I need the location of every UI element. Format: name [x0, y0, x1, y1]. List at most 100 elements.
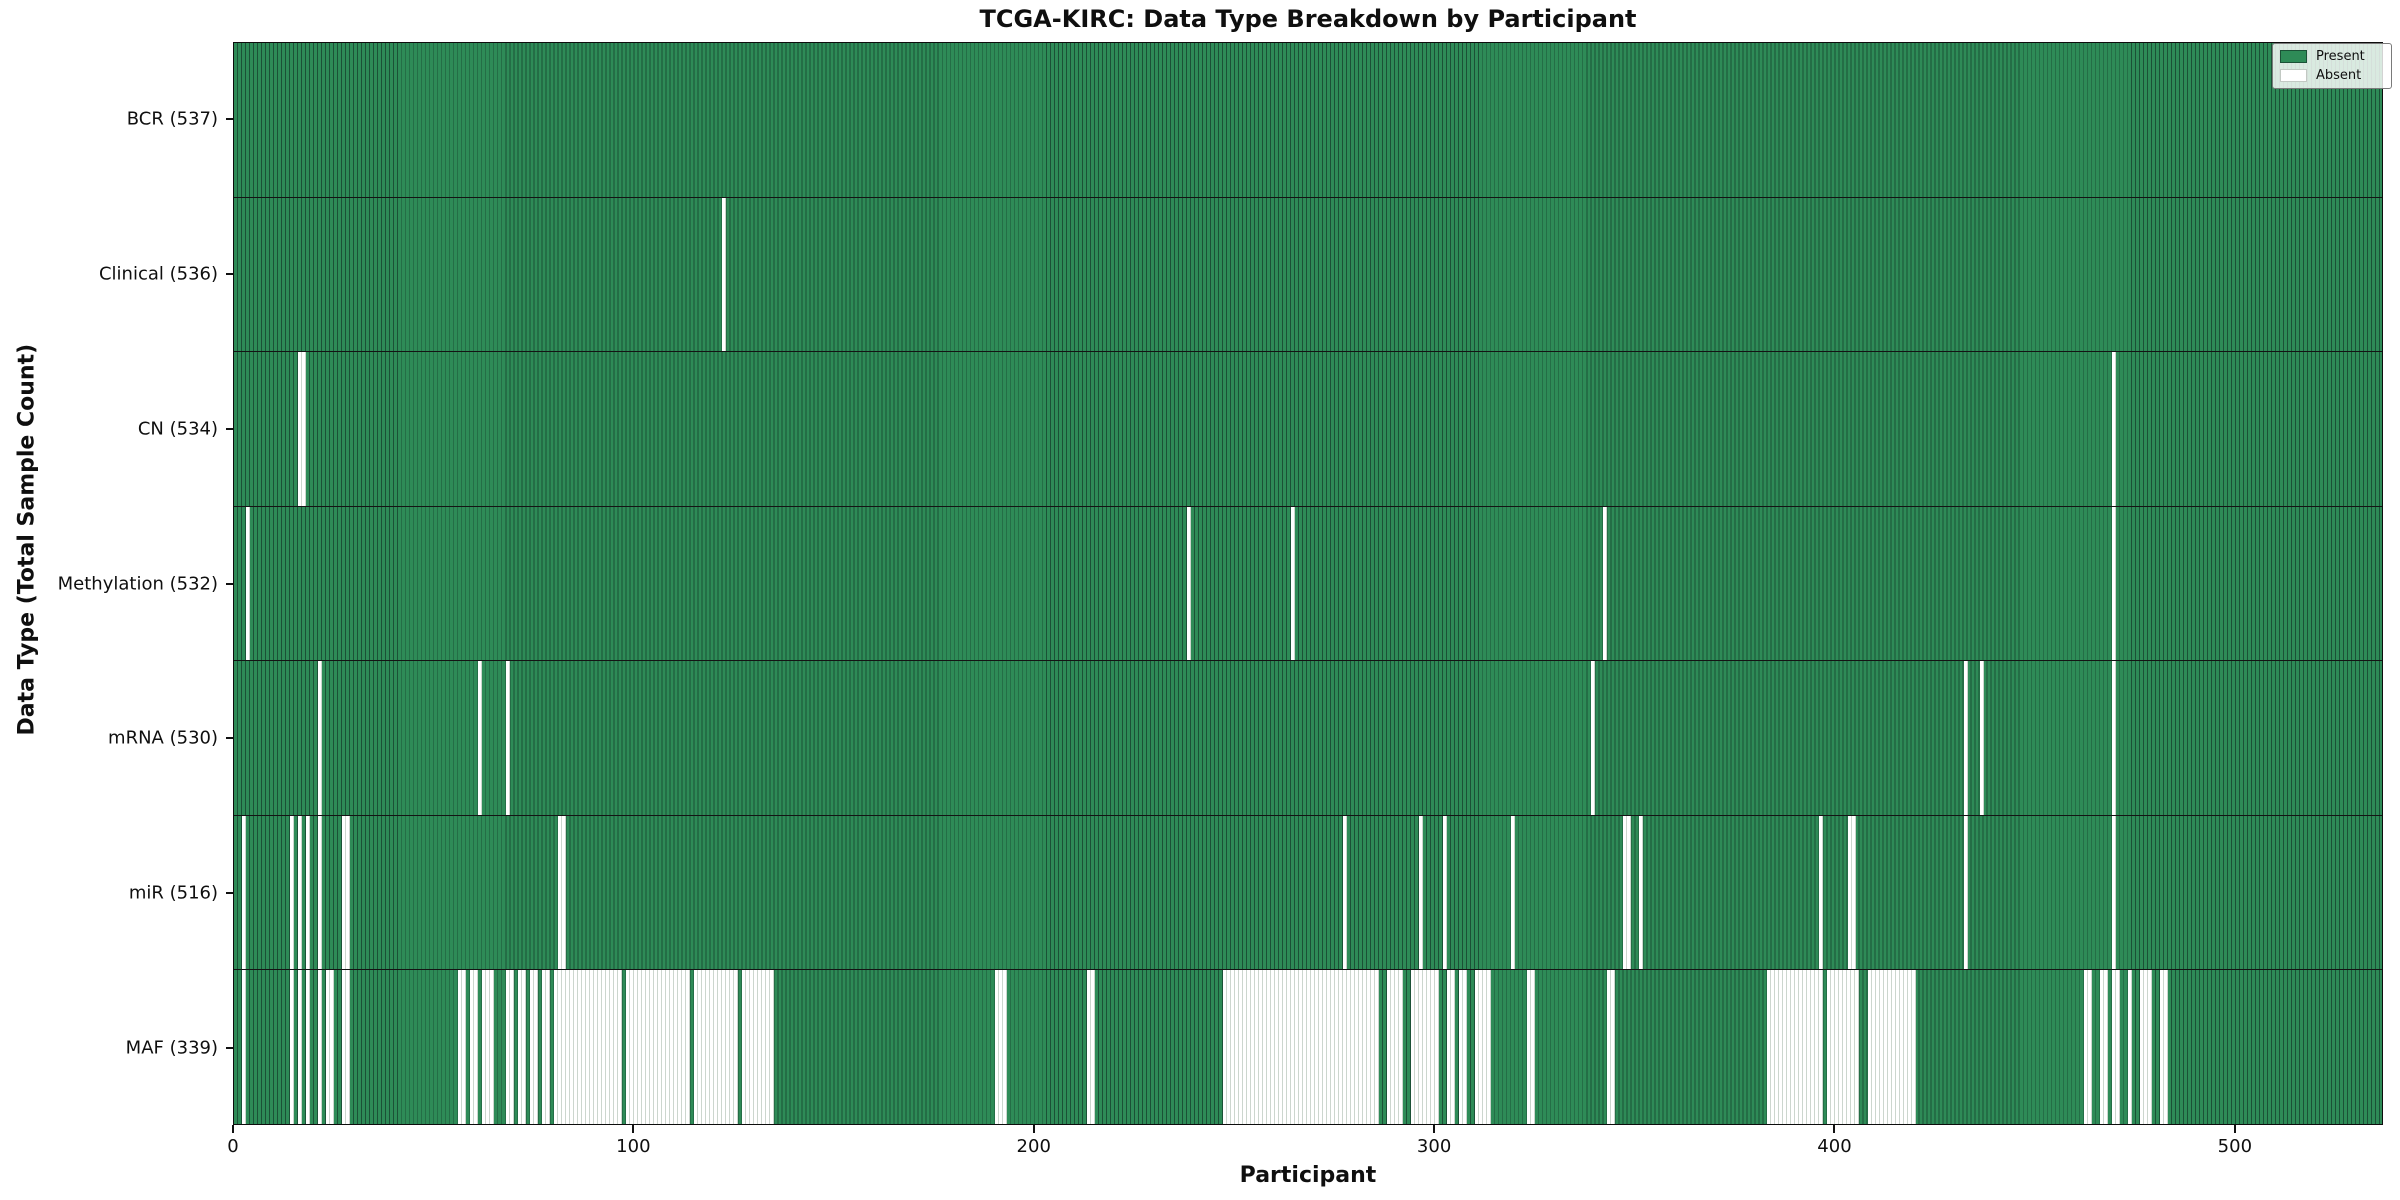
y-axis-label-wrap: Data Type (Total Sample Count): [14, 0, 44, 1200]
y-tick-mark: [226, 1046, 233, 1049]
legend-item-present: Present: [2280, 49, 2384, 64]
absent-stripe: [1847, 815, 1856, 970]
absent-stripe: [246, 506, 250, 661]
absent-stripe: [530, 970, 539, 1125]
x-tick-label-100: 100: [616, 1136, 651, 1157]
absent-stripe: [2111, 815, 2116, 970]
row-mir: [234, 815, 2382, 971]
y-tick-mark: [226, 891, 233, 894]
x-tick-mark: [1833, 1125, 1836, 1133]
absent-stripe: [742, 970, 775, 1125]
absent-stripe: [2111, 970, 2120, 1125]
absent-stripe: [482, 970, 495, 1125]
chart-title: TCGA-KIRC: Data Type Breakdown by Partic…: [979, 5, 1637, 33]
y-tick-mark: [226, 427, 233, 430]
absent-stripe: [1827, 970, 1860, 1125]
y-tick-label-maf: MAF (339): [125, 1037, 218, 1059]
absent-stripe: [2159, 970, 2168, 1125]
absent-stripe: [1086, 970, 1095, 1125]
absent-stripe: [1767, 970, 1824, 1125]
absent-stripe: [298, 352, 307, 506]
x-tick-mark: [1433, 1125, 1436, 1133]
absent-stripe: [1963, 661, 1968, 815]
y-tick-mark: [226, 118, 233, 121]
row-maf: [234, 970, 2382, 1125]
y-tick-label-bcr: BCR (537): [126, 108, 218, 130]
absent-stripe: [1819, 815, 1824, 970]
x-tick-label-500: 500: [2217, 1136, 2253, 1157]
x-tick-label-300: 300: [1416, 1136, 1452, 1157]
absent-stripe: [1411, 970, 1440, 1125]
absent-stripe: [1603, 506, 1608, 661]
absent-stripe: [1443, 815, 1448, 970]
absent-stripe: [298, 815, 303, 970]
absent-stripe: [1527, 970, 1536, 1125]
absent-stripe: [1867, 970, 1916, 1125]
absent-stripe: [290, 815, 295, 970]
absent-stripe: [2111, 506, 2116, 661]
plot-area: [233, 42, 2383, 1125]
legend-item-absent: Absent: [2280, 68, 2384, 83]
y-tick-label-mrna: mRNA (530): [108, 727, 218, 749]
absent-stripe: [458, 970, 467, 1125]
absent-stripe: [1639, 815, 1644, 970]
legend-swatch-present: [2280, 50, 2307, 63]
absent-stripe: [298, 970, 303, 1125]
row-methylation: [234, 506, 2382, 662]
absent-stripe: [578, 970, 623, 1125]
absent-stripe: [518, 970, 527, 1125]
absent-stripe: [2083, 970, 2092, 1125]
absent-stripe: [326, 970, 335, 1125]
absent-stripe: [478, 661, 483, 815]
y-tick-label-cn: CN (534): [137, 418, 218, 440]
absent-stripe: [1607, 970, 1616, 1125]
absent-stripe: [506, 970, 515, 1125]
y-tick-label-clinical: Clinical (536): [98, 263, 218, 285]
legend-label-present: Present: [2316, 49, 2365, 64]
absent-stripe: [1290, 506, 1295, 661]
legend-label-absent: Absent: [2316, 68, 2362, 83]
absent-stripe: [2111, 661, 2116, 815]
x-tick-mark: [632, 1125, 635, 1133]
absent-stripe: [1591, 661, 1596, 815]
absent-stripe: [1343, 815, 1348, 970]
absent-stripe: [1963, 815, 1968, 970]
absent-stripe: [2099, 970, 2108, 1125]
absent-stripe: [290, 970, 295, 1125]
absent-stripe: [306, 970, 311, 1125]
row-cn: [234, 352, 2382, 507]
y-tick-mark: [226, 737, 233, 740]
absent-stripe: [342, 815, 351, 970]
legend: Present Absent: [2272, 43, 2392, 89]
absent-stripe: [318, 970, 323, 1125]
absent-stripe: [1979, 661, 1984, 815]
absent-stripe: [558, 815, 567, 970]
absent-stripe: [2139, 970, 2152, 1125]
absent-stripe: [994, 970, 1007, 1125]
absent-stripe: [506, 661, 511, 815]
y-tick-mark: [226, 273, 233, 276]
absent-stripe: [1447, 970, 1456, 1125]
legend-swatch-absent: [2280, 69, 2307, 82]
absent-stripe: [470, 970, 479, 1125]
x-tick-label-400: 400: [1817, 1136, 1852, 1157]
absent-stripe: [306, 815, 311, 970]
y-tick-label-methylation: Methylation (532): [57, 573, 218, 594]
absent-stripe: [1387, 970, 1404, 1125]
absent-stripe: [1222, 970, 1380, 1125]
x-axis-label: Participant: [1239, 1163, 1377, 1188]
absent-stripe: [1511, 815, 1516, 970]
row-clinical: [234, 197, 2382, 353]
absent-stripe: [2111, 352, 2116, 506]
absent-stripe: [1475, 970, 1492, 1125]
absent-stripe: [554, 970, 579, 1125]
absent-stripe: [2127, 970, 2132, 1125]
absent-stripe: [242, 970, 246, 1125]
absent-stripe: [626, 970, 691, 1125]
row-mrna: [234, 661, 2382, 816]
absent-stripe: [342, 970, 351, 1125]
absent-stripe: [1419, 815, 1424, 970]
absent-stripe: [1186, 506, 1191, 661]
absent-stripe: [1459, 970, 1468, 1125]
absent-stripe: [242, 815, 246, 970]
